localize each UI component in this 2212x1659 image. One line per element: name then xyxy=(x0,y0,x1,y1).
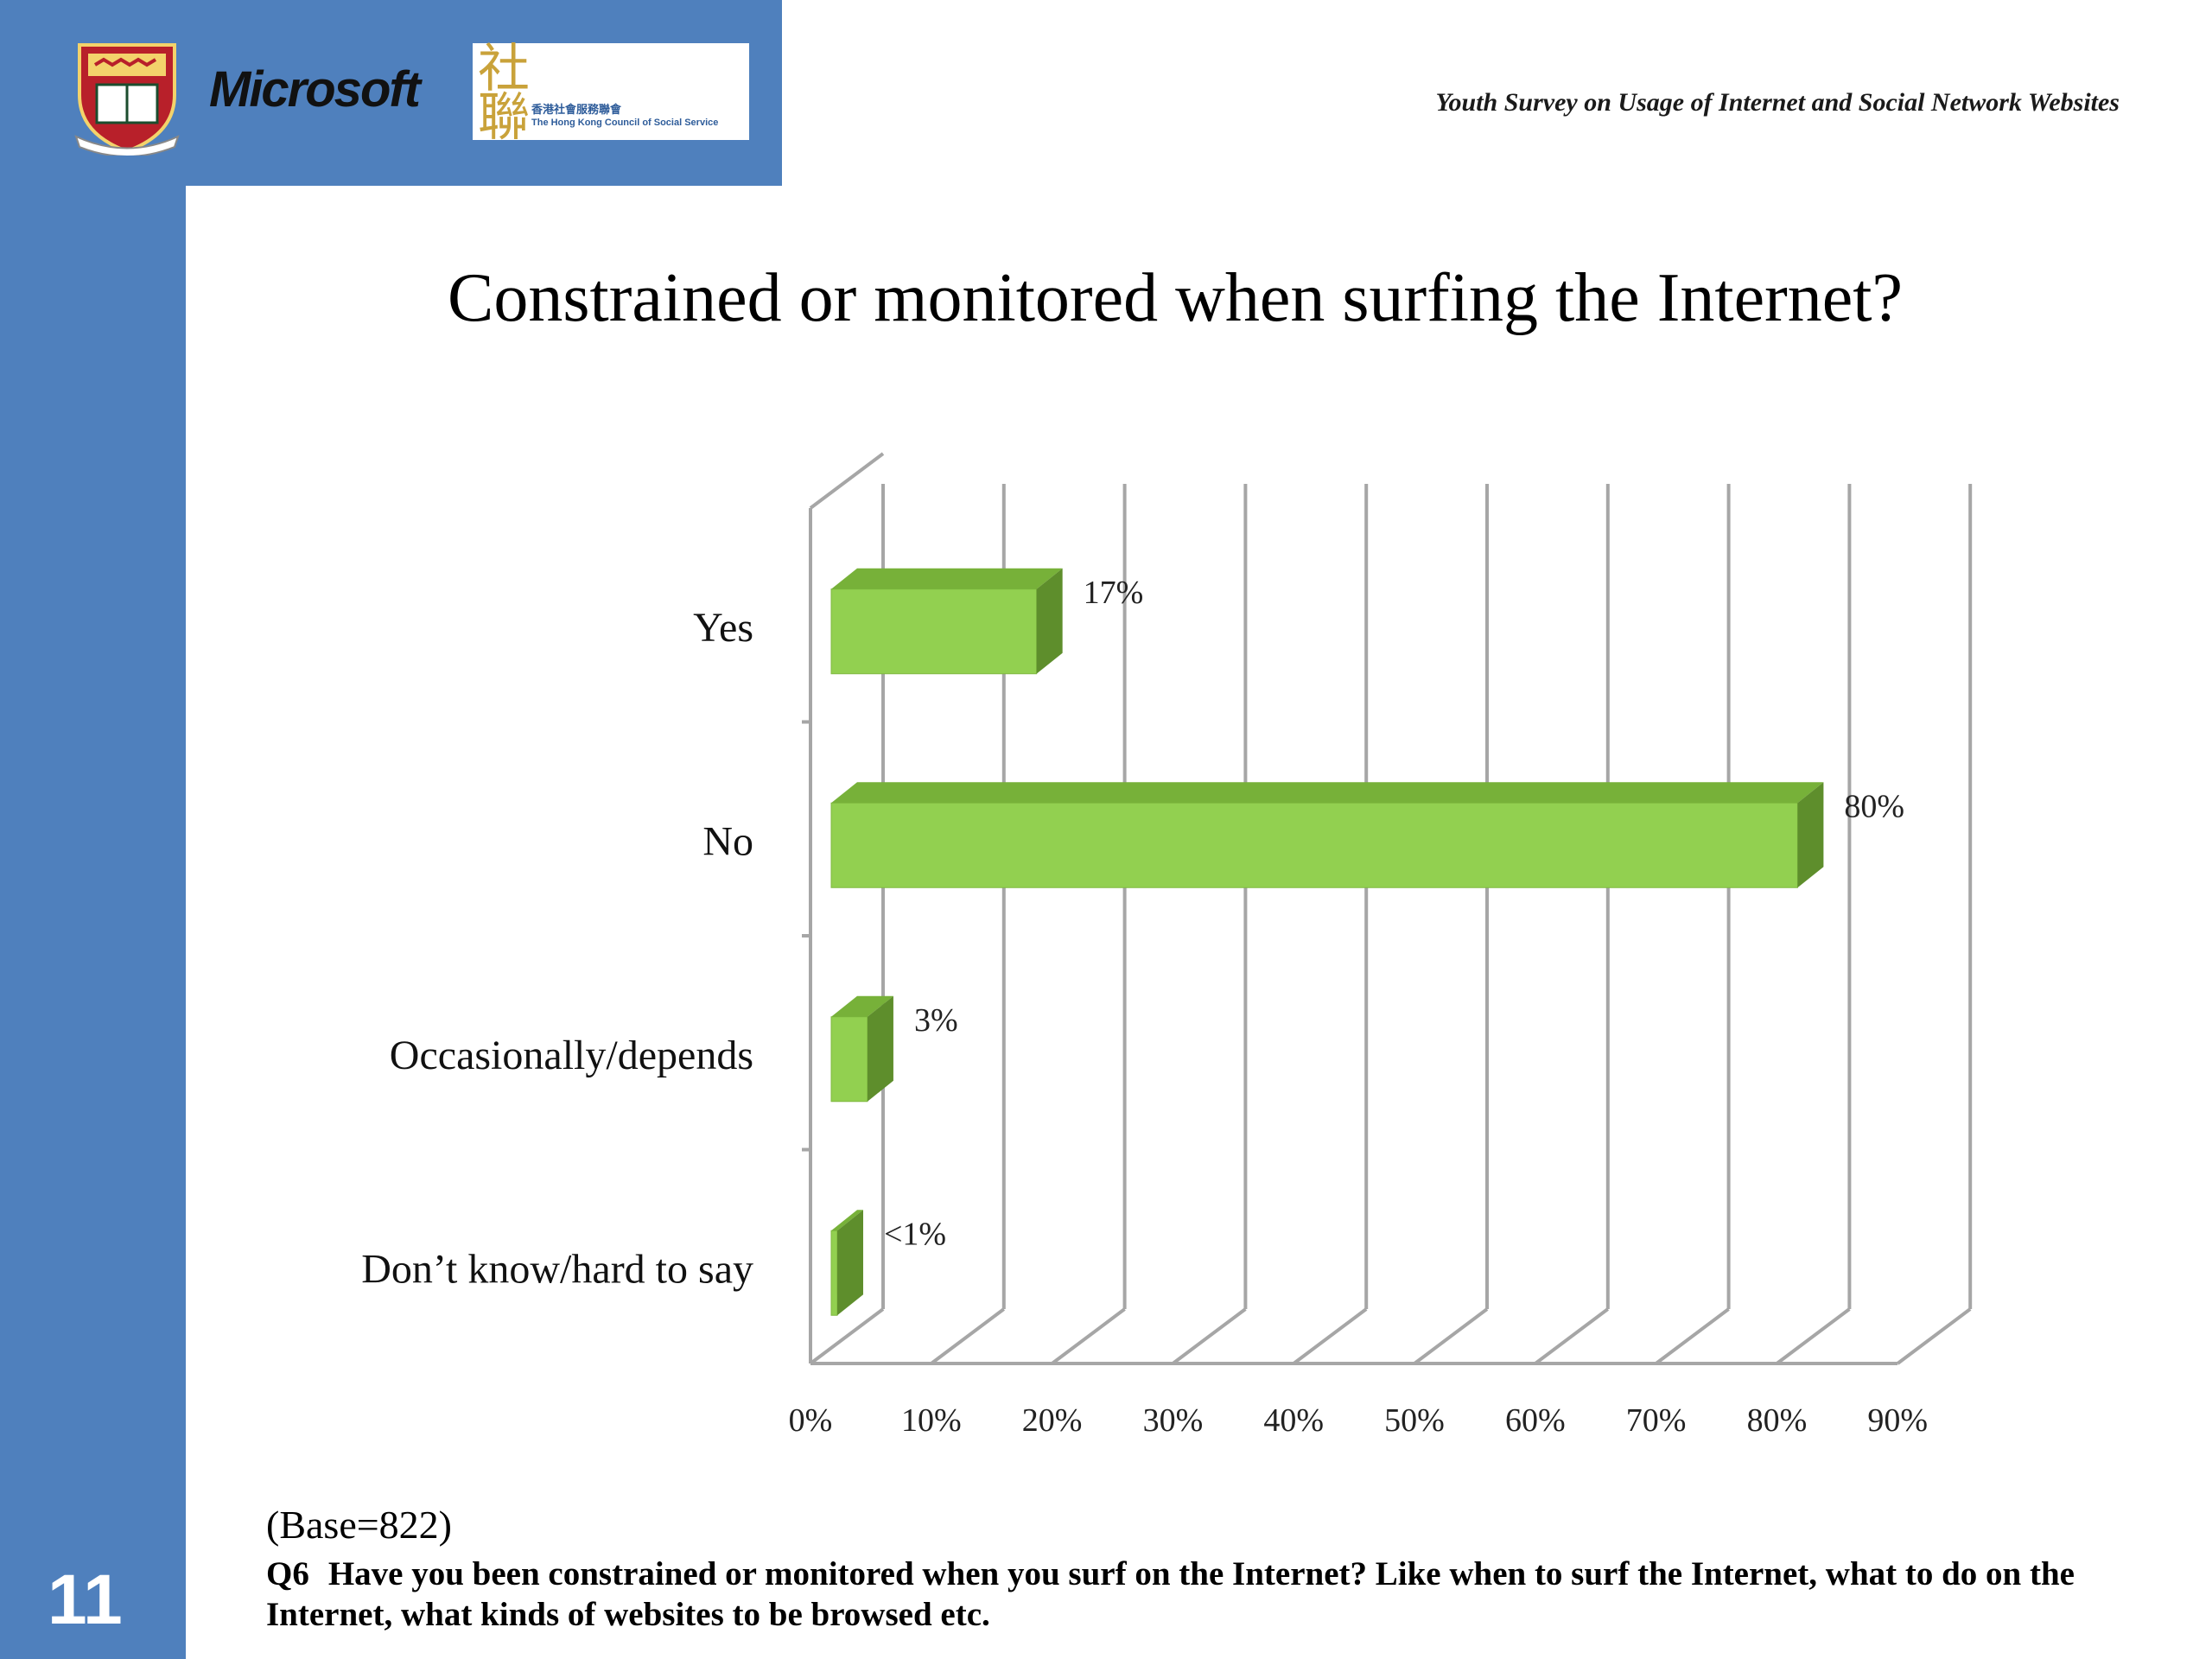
x-tick-label: 20% xyxy=(1022,1402,1083,1439)
hkcss-mark: 社聯 xyxy=(478,39,530,148)
bar xyxy=(830,1016,868,1103)
bar-top-face xyxy=(831,568,1063,589)
floor-gridline xyxy=(930,1307,1006,1365)
page-number: 11 xyxy=(48,1560,123,1639)
x-tick-label: 50% xyxy=(1384,1402,1445,1439)
bar-side-face xyxy=(1036,568,1063,674)
bar-top-face xyxy=(831,995,893,1017)
floor-gridline xyxy=(1172,1307,1247,1365)
x-tick-label: 40% xyxy=(1263,1402,1324,1439)
floor-gridline xyxy=(1655,1307,1730,1365)
floor-gridline xyxy=(1896,1307,1972,1365)
university-crest-logo xyxy=(71,35,183,157)
content-card xyxy=(186,186,2212,1659)
data-label: 3% xyxy=(914,1002,958,1039)
question-number: Q6 xyxy=(266,1555,309,1592)
bar xyxy=(830,1230,838,1316)
x-tick-label: 70% xyxy=(1626,1402,1687,1439)
side-wall-top xyxy=(809,452,885,510)
bar-side-face xyxy=(836,1210,863,1316)
data-label: <1% xyxy=(884,1216,946,1252)
bar-top-face xyxy=(831,1210,863,1231)
x-tick-label: 60% xyxy=(1505,1402,1566,1439)
floor-gridline xyxy=(1051,1307,1126,1365)
category-label: No xyxy=(702,818,753,864)
category-label: Yes xyxy=(693,605,753,651)
x-tick-label: 0% xyxy=(789,1402,833,1439)
category-label: Occasionally/depends xyxy=(390,1033,753,1078)
bar xyxy=(830,802,1798,888)
bar-top-face xyxy=(831,782,1824,804)
microsoft-logo: Microsoft xyxy=(209,61,421,118)
bar xyxy=(830,588,1038,675)
floor-gridline xyxy=(1534,1307,1610,1365)
bar-side-face xyxy=(867,995,893,1102)
hkcss-logo: 社聯 香港社會服務聯會 The Hong Kong Council of Soc… xyxy=(473,39,749,148)
survey-title: Youth Survey on Usage of Internet and So… xyxy=(1435,88,2120,117)
bar-side-face xyxy=(1797,782,1824,888)
question-text: Q6 Have you been constrained or monitored… xyxy=(266,1554,2133,1635)
sidebar xyxy=(0,0,186,1659)
floor-gridline xyxy=(809,1307,885,1365)
question-body: Have you been constrained or monitored w… xyxy=(266,1555,2075,1633)
x-tick-label: 30% xyxy=(1143,1402,1204,1439)
floor-gridline xyxy=(1292,1307,1368,1365)
hkcss-name-zh: 香港社會服務聯會 xyxy=(531,104,622,117)
x-tick-label: 10% xyxy=(901,1402,962,1439)
hkcss-name-en: The Hong Kong Council of Social Service xyxy=(531,118,719,128)
base-note: (Base=822) xyxy=(266,1503,452,1547)
floor-gridline xyxy=(1776,1307,1851,1365)
data-label: 17% xyxy=(1084,575,1144,611)
x-tick-label: 80% xyxy=(1747,1402,1808,1439)
x-tick-label: 90% xyxy=(1867,1402,1928,1439)
data-label: 80% xyxy=(1844,788,1904,824)
slide-title: Constrained or monitored when surfing th… xyxy=(448,260,1903,336)
category-label: Don’t know/hard to say xyxy=(361,1246,753,1292)
floor-gridline xyxy=(1413,1307,1489,1365)
